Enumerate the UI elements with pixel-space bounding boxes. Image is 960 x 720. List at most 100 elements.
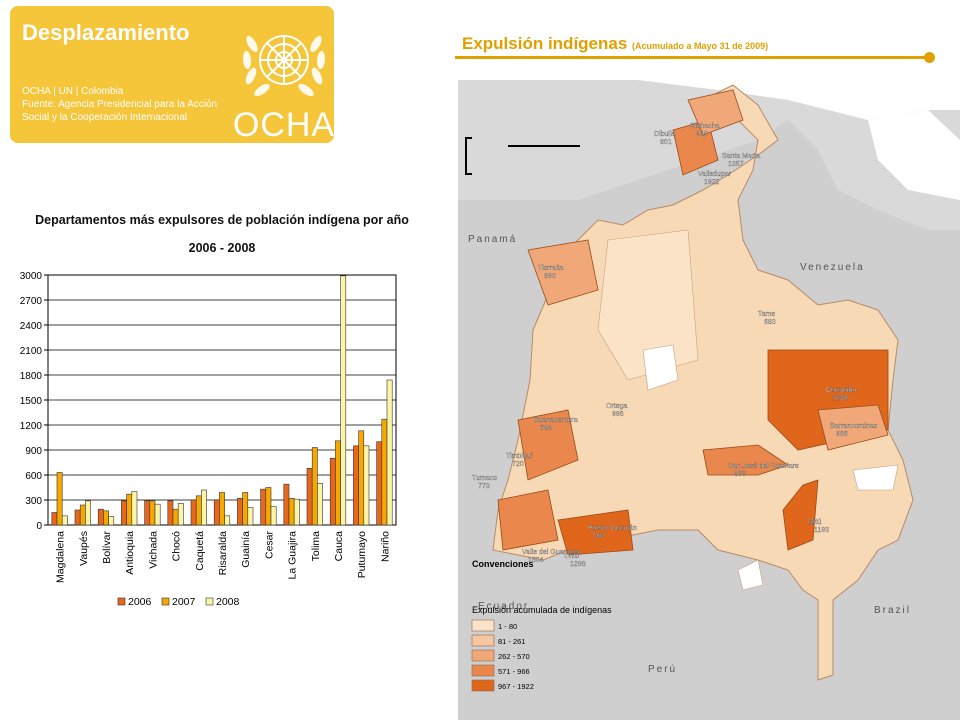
legend-label: 967 - 1922	[498, 682, 534, 691]
header-title: Desplazamiento	[22, 20, 190, 45]
map-title-subtitle: (Acumulado a Mayo 31 de 2009)	[632, 41, 769, 51]
un-emblem-icon	[242, 35, 326, 97]
bar-2007-13	[358, 430, 365, 526]
legend-label: 571 - 966	[498, 667, 530, 676]
legend-label: 262 - 570	[498, 652, 530, 661]
bar-2006-12	[329, 458, 336, 526]
map-title-main: Expulsión indígenas	[462, 34, 628, 53]
bar-2008-6	[201, 489, 207, 526]
bar-2007-6	[195, 495, 202, 526]
callout-name: Orito	[564, 553, 579, 560]
bar-2007-2	[103, 510, 109, 526]
x-tick-label: Chocó	[171, 531, 183, 562]
legend-label: 1 - 80	[498, 622, 517, 631]
bar-2007-7	[219, 492, 225, 526]
region-putumayo	[557, 509, 634, 556]
bar-2007-4	[149, 500, 156, 526]
bar-2008-7	[224, 515, 231, 526]
bar-2008-10	[293, 498, 300, 526]
callout-name: Riohacha	[690, 123, 720, 130]
map-title: Expulsión indígenas (Acumulado a Mayo 31…	[462, 34, 768, 54]
region-cordoba	[527, 239, 599, 306]
legend-swatch-2006	[117, 597, 126, 606]
x-tick-label: Magdalena	[55, 531, 67, 583]
x-tick-label: La Guajira	[287, 531, 299, 580]
bar-chart: 0 300 600 900 1200 1500 1800 2100 2400 2700 3000 Ma…	[20, 271, 397, 608]
bar-2006-2	[97, 508, 104, 526]
x-tick-label: Vaupés	[78, 531, 90, 566]
bar-2008-5	[177, 503, 184, 526]
sea-north	[458, 80, 960, 120]
x-tick-label: Cesar	[263, 531, 275, 560]
y-tick-label: 300	[25, 496, 42, 507]
callout-name: Valle del Guamuez	[522, 549, 581, 556]
x-tick-label: Tolima	[310, 531, 322, 562]
y-tick-label: 2100	[20, 346, 43, 357]
bar-2006-6	[190, 499, 197, 526]
x-tick-label: Guainía	[240, 531, 252, 568]
bar-2006-0	[51, 512, 58, 526]
callout-name: Santa Marta	[722, 153, 760, 160]
callout-name: Mitú	[808, 519, 821, 526]
label-ecuador: Ecuador	[478, 601, 529, 612]
callout-value: 683	[764, 319, 776, 326]
x-tick-label: Caquetá	[194, 531, 206, 571]
callout-value: 1298	[570, 561, 586, 568]
label-brazil: Brazil	[874, 605, 911, 616]
source-line-2: Social y la Cooperación Internacional	[22, 112, 188, 123]
bar-2006-4	[144, 500, 151, 526]
region-narino	[497, 489, 559, 551]
legend-swatch	[471, 679, 495, 692]
bar-2008-0	[61, 515, 68, 526]
y-tick-label: 900	[25, 446, 42, 457]
callout-value: 1504	[528, 557, 544, 564]
y-tick-label: 2400	[20, 321, 43, 332]
bar-2008-2	[108, 516, 115, 526]
callout-name: Puerto Guzmán	[588, 525, 637, 532]
x-tick-label: Nariño	[379, 531, 391, 562]
callout-value: 1298	[832, 395, 848, 402]
callout-name: Tame	[758, 311, 775, 318]
bar-2008-12	[340, 275, 347, 526]
callout-value: 996	[612, 411, 624, 418]
callout-name: Barrancominas	[830, 423, 878, 430]
label-venezuela: Venezuela	[800, 262, 865, 273]
callout-value: 855	[734, 471, 746, 478]
callout-value: 947	[594, 533, 606, 540]
y-tick-label: 1200	[20, 421, 43, 432]
region-barrancominas	[817, 404, 889, 451]
chart-subtitle: 2006 - 2008	[188, 241, 256, 255]
logo-text: OCHA	[232, 106, 336, 144]
y-tick-label: 2700	[20, 296, 43, 307]
x-tick-label: Vichada	[147, 531, 159, 569]
callout-name: Tumaco	[472, 475, 497, 482]
map-legend: Convenciones Expulsión acumulada de indí…	[471, 559, 612, 692]
callout-value: 1193	[814, 527, 829, 534]
legend-swatch-2007	[161, 597, 170, 606]
header-panel: Desplazamiento OCHA | UN | Colombia Fuen…	[10, 6, 334, 144]
legend-label: 2006	[128, 596, 152, 608]
legend-subtitle: Expulsión acumulada de indígenas	[472, 605, 612, 615]
region-mitu	[782, 479, 819, 551]
sea-caribbean	[868, 110, 960, 200]
x-tick-label: Risaralda	[217, 531, 229, 576]
bar-2007-10	[288, 498, 295, 526]
x-tick-label: Antioquia	[124, 531, 136, 575]
legend-swatch	[471, 619, 495, 632]
callout-name: San José del Guaviare	[728, 463, 799, 470]
region-cauca	[517, 409, 579, 481]
y-tick-label: 600	[25, 471, 42, 482]
legend-label: 2008	[216, 596, 240, 608]
bar-2007-8	[242, 492, 249, 526]
callout-name: Timbiquí	[506, 453, 533, 460]
bar-2006-7	[213, 499, 220, 526]
legend-swatch	[471, 664, 495, 677]
callout-value: 801	[660, 139, 672, 146]
bar-2008-3	[131, 491, 138, 526]
legend-swatch-2008	[205, 597, 214, 606]
bar-2007-9	[265, 487, 272, 526]
callout-name: Tierralta	[538, 265, 564, 272]
region-no-data	[642, 344, 679, 391]
bar-2008-8	[247, 507, 254, 526]
chart-title: Departamentos más expulsores de població…	[35, 213, 409, 227]
